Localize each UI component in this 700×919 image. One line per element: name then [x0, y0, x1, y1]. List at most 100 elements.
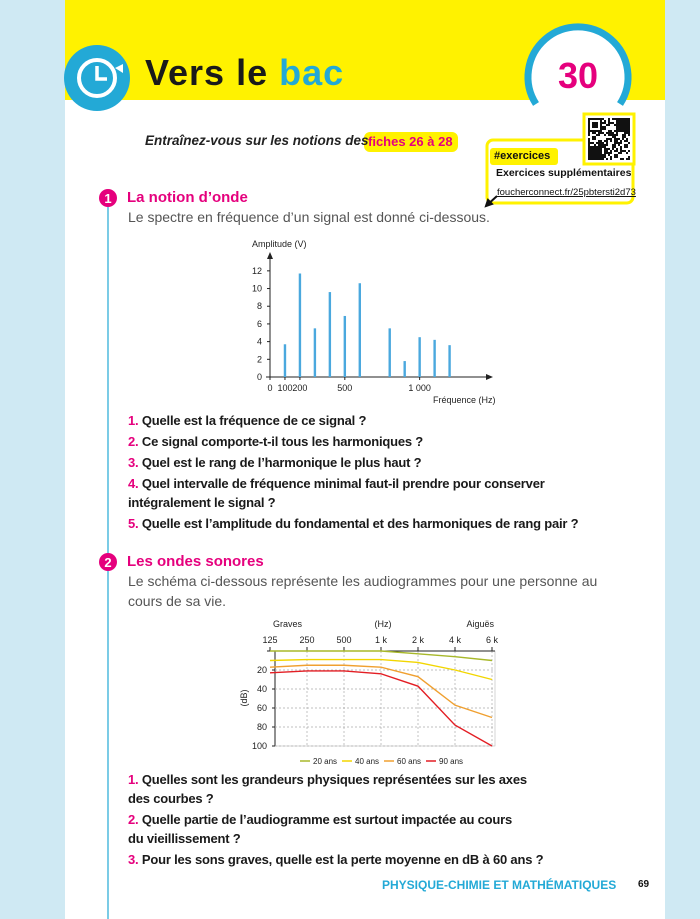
qr-module [626, 120, 628, 122]
qr-module [626, 118, 628, 120]
qr-module [596, 156, 598, 158]
bar [313, 328, 317, 377]
link-arrow [484, 195, 498, 208]
qr-module [618, 118, 620, 120]
y-tick-label: 6 [257, 319, 262, 329]
qr-module [612, 136, 614, 138]
x-tick-label: 2 k [412, 635, 425, 645]
question-number: 3. [128, 852, 139, 867]
qr-module [588, 152, 590, 154]
page-title: Vers le bac [145, 52, 344, 94]
number-badge [530, 27, 626, 123]
qr-module [594, 148, 596, 150]
series-line [269, 670, 493, 747]
y-tick-label: 8 [257, 301, 262, 311]
qr-module [606, 132, 608, 134]
qr-module [604, 120, 606, 122]
qr-module [626, 122, 628, 124]
qr-module [618, 122, 620, 124]
y-tick-label: 2 [257, 354, 262, 364]
y-tick-label: 12 [252, 266, 262, 276]
qr-module [620, 126, 622, 128]
question-text: Quel intervalle de fréquence minimal fau… [141, 476, 545, 491]
x-tick-label: 100 [277, 383, 292, 393]
clock-arrow [115, 64, 123, 73]
y-tick-label: 0 [257, 372, 262, 382]
qr-module [622, 126, 624, 128]
qr-module [628, 118, 630, 120]
section-text: cours de sa vie. [128, 593, 227, 609]
qr-module [600, 144, 602, 146]
qr-module [616, 134, 618, 136]
qr-module [596, 134, 598, 136]
x-tick-label: 0 [267, 383, 272, 393]
qr-module [624, 136, 626, 138]
bar [343, 315, 347, 377]
title-prefix: Vers le [145, 52, 269, 93]
qr-module [596, 154, 598, 156]
qr-module [608, 132, 610, 134]
qr-module [612, 144, 614, 146]
qr-module [628, 130, 630, 132]
y-tick-label: 40 [257, 684, 267, 694]
qr-module [628, 150, 630, 152]
qr-module [604, 122, 606, 124]
qr-module [616, 124, 618, 126]
qr-module [600, 142, 602, 144]
qr-module [606, 124, 608, 126]
qr-module [622, 120, 624, 122]
series-line [270, 650, 493, 662]
qr-module [600, 140, 602, 142]
qr-module [592, 152, 594, 154]
qr-module [620, 122, 622, 124]
qr-module [618, 142, 620, 144]
qr-module [592, 124, 594, 126]
qr-module [610, 130, 612, 132]
qr-module [604, 134, 606, 136]
qr-module [588, 140, 590, 142]
qr-module [594, 150, 596, 152]
x-tick-label: 200 [292, 383, 307, 393]
title-highlight: bac [279, 52, 345, 93]
question-text: Quelle est l’amplitude du fondamental et… [141, 516, 579, 531]
qr-module [600, 154, 602, 156]
question-line: 1. Quelles sont les grandeurs physiques … [128, 770, 543, 789]
x-tick-label: 1 000 [408, 383, 431, 393]
qr-module [612, 122, 614, 124]
qr-module [620, 130, 622, 132]
qr-module [622, 134, 624, 136]
x-title-left: Graves [273, 619, 303, 629]
qr-module [596, 148, 598, 150]
qr-module [626, 144, 628, 146]
qr-module [612, 134, 614, 136]
qr-module [598, 134, 600, 136]
qr-module [598, 146, 600, 148]
qr-module [622, 128, 624, 130]
qr-module [608, 148, 610, 150]
bar [388, 328, 391, 377]
qr-module [590, 142, 592, 144]
qr-module [628, 126, 630, 128]
x-title-center: (Hz) [375, 619, 392, 629]
qr-module [600, 152, 602, 154]
qr-module [626, 152, 628, 154]
qr-module [618, 138, 620, 140]
qr-module [626, 126, 628, 128]
question: 5. Quelle est l’amplitude du fondamental… [128, 514, 579, 533]
qr-module [622, 118, 624, 120]
qr-module [610, 132, 612, 134]
x-tick-label: 500 [337, 383, 352, 393]
resource-link[interactable]: foucherconnect.fr/25pbtersti2d73 [497, 187, 636, 198]
qr-module [606, 144, 608, 146]
qr-module [628, 132, 630, 134]
qr-module [620, 152, 622, 154]
question-line: 5. Quelle est l’amplitude du fondamental… [128, 514, 579, 533]
qr-module [618, 124, 620, 126]
qr-module [588, 142, 590, 144]
y-tick-label: 4 [257, 337, 262, 347]
qr-module [614, 140, 616, 142]
qr-module [596, 130, 598, 132]
qr-module [620, 142, 622, 144]
tag-bg [490, 148, 558, 165]
qr-module [622, 122, 624, 124]
